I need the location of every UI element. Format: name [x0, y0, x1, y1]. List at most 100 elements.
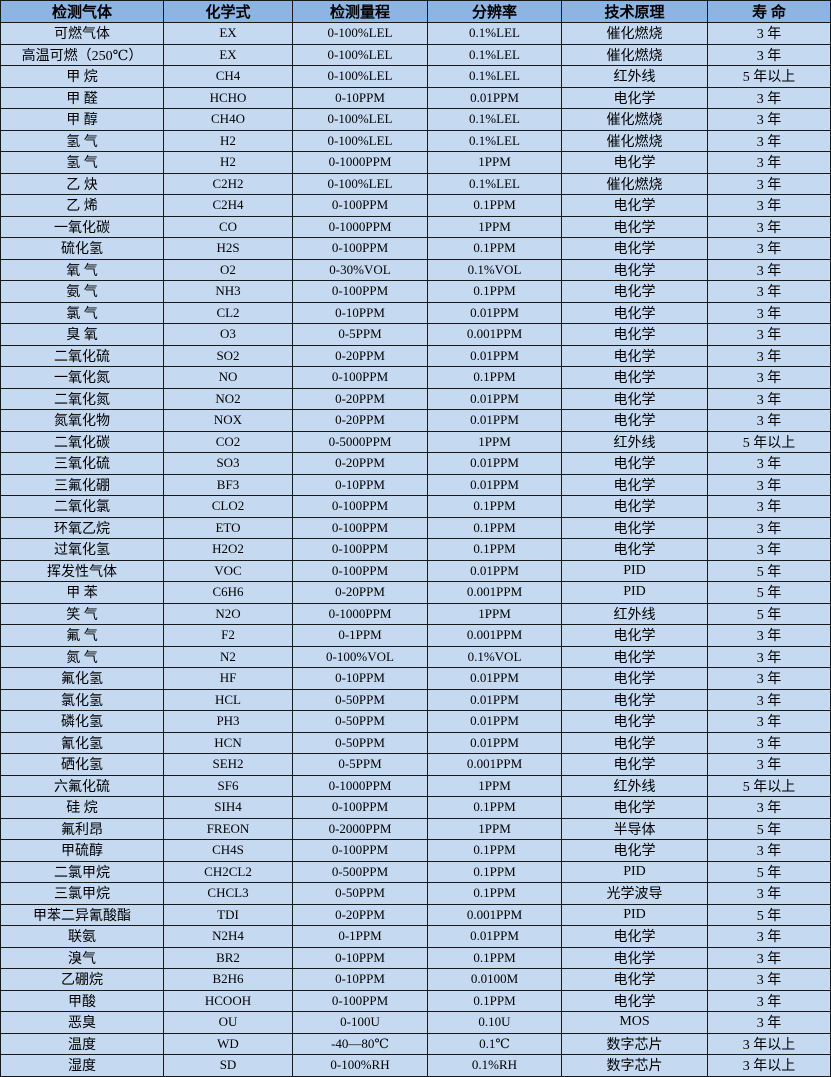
- cell-range: 0-100PPM: [292, 495, 428, 518]
- cell-range: 0-100PPM: [292, 538, 428, 561]
- cell-lifetime: 3 年: [707, 667, 831, 690]
- cell-resolution: 0.1PPM: [427, 796, 562, 819]
- cell-principle: 电化学: [561, 710, 708, 733]
- cell-lifetime: 3 年: [707, 366, 831, 389]
- cell-principle: 电化学: [561, 473, 708, 496]
- cell-range: 0-500PPM: [292, 860, 428, 883]
- cell-lifetime: 3 年: [707, 108, 831, 131]
- cell-gas: 二氧化碳: [0, 430, 164, 453]
- cell-formula: CH2CL2: [163, 860, 293, 883]
- cell-formula: O3: [163, 323, 293, 346]
- cell-formula: C6H6: [163, 581, 293, 604]
- cell-formula: CLO2: [163, 495, 293, 518]
- table-row: 环氧乙烷 ETO 0-100PPM 0.1PPM 电化学 3 年: [0, 516, 831, 539]
- cell-range: 0-100PPM: [292, 194, 428, 217]
- cell-principle: 电化学: [561, 538, 708, 561]
- cell-lifetime: 3 年: [707, 22, 831, 45]
- cell-gas: 氨 气: [0, 280, 164, 303]
- cell-range: 0-100%LEL: [292, 108, 428, 131]
- cell-principle: 电化学: [561, 194, 708, 217]
- cell-gas: 甲酸: [0, 989, 164, 1012]
- cell-formula: N2O: [163, 602, 293, 625]
- cell-gas: 二氧化氯: [0, 495, 164, 518]
- cell-lifetime: 3 年: [707, 129, 831, 152]
- cell-principle: 电化学: [561, 86, 708, 109]
- cell-principle: 电化学: [561, 989, 708, 1012]
- cell-gas: 乙 烯: [0, 194, 164, 217]
- cell-resolution: 0.1PPM: [427, 839, 562, 862]
- cell-principle: 催化燃烧: [561, 172, 708, 195]
- cell-formula: B2H6: [163, 968, 293, 991]
- cell-range: 0-10PPM: [292, 473, 428, 496]
- cell-range: 0-100PPM: [292, 516, 428, 539]
- cell-lifetime: 3 年: [707, 495, 831, 518]
- table-row: 三氧化硫 SO3 0-20PPM 0.01PPM 电化学 3 年: [0, 452, 831, 475]
- cell-gas: 氯 气: [0, 301, 164, 324]
- cell-formula: SD: [163, 1054, 293, 1077]
- cell-range: 0-100%LEL: [292, 43, 428, 66]
- table-row: 磷化氢 PH3 0-50PPM 0.01PPM 电化学 3 年: [0, 710, 831, 733]
- cell-lifetime: 3 年以上: [707, 1032, 831, 1055]
- cell-lifetime: 3 年: [707, 645, 831, 668]
- cell-formula: HF: [163, 667, 293, 690]
- cell-resolution: 0.01PPM: [427, 301, 562, 324]
- cell-formula: CH4: [163, 65, 293, 88]
- table-row: 过氧化氢 H2O2 0-100PPM 0.1PPM 电化学 3 年: [0, 538, 831, 561]
- cell-resolution: 0.01PPM: [427, 667, 562, 690]
- cell-formula: FREON: [163, 817, 293, 840]
- table-row: 氯 气 CL2 0-10PPM 0.01PPM 电化学 3 年: [0, 301, 831, 324]
- cell-gas: 二氧化氮: [0, 387, 164, 410]
- cell-principle: 光学波导: [561, 882, 708, 905]
- cell-formula: SO3: [163, 452, 293, 475]
- cell-principle: 电化学: [561, 452, 708, 475]
- cell-formula: SO2: [163, 344, 293, 367]
- cell-lifetime: 3 年: [707, 538, 831, 561]
- cell-formula: CH4S: [163, 839, 293, 862]
- cell-resolution: 1PPM: [427, 151, 562, 174]
- cell-range: 0-1PPM: [292, 624, 428, 647]
- cell-lifetime: 3 年: [707, 151, 831, 174]
- cell-gas: 氧 气: [0, 258, 164, 281]
- cell-principle: 电化学: [561, 731, 708, 754]
- cell-range: 0-50PPM: [292, 710, 428, 733]
- cell-range: 0-100PPM: [292, 366, 428, 389]
- cell-gas: 甲 醛: [0, 86, 164, 109]
- cell-gas: 臭 氧: [0, 323, 164, 346]
- table-row: 乙 炔 C2H2 0-100%LEL 0.1%LEL 催化燃烧 3 年: [0, 172, 831, 195]
- cell-principle: 电化学: [561, 968, 708, 991]
- table-row: 二氧化氮 NO2 0-20PPM 0.01PPM 电化学 3 年: [0, 387, 831, 410]
- cell-gas: 六氟化硫: [0, 774, 164, 797]
- cell-gas: 氮 气: [0, 645, 164, 668]
- cell-range: 0-100PPM: [292, 796, 428, 819]
- cell-lifetime: 3 年: [707, 387, 831, 410]
- cell-principle: 电化学: [561, 688, 708, 711]
- cell-resolution: 0.001PPM: [427, 323, 562, 346]
- cell-resolution: 0.01PPM: [427, 473, 562, 496]
- cell-formula: H2O2: [163, 538, 293, 561]
- table-row: 溴气 BR2 0-10PPM 0.1PPM 电化学 3 年: [0, 946, 831, 969]
- cell-formula: NO2: [163, 387, 293, 410]
- cell-resolution: 0.01PPM: [427, 344, 562, 367]
- table-row: 恶臭 OU 0-100U 0.10U MOS 3 年: [0, 1011, 831, 1034]
- cell-lifetime: 3 年: [707, 43, 831, 66]
- cell-principle: 电化学: [561, 387, 708, 410]
- table-row: 挥发性气体 VOC 0-100PPM 0.01PPM PID 5 年: [0, 559, 831, 582]
- cell-lifetime: 3 年: [707, 1011, 831, 1034]
- cell-range: 0-1000PPM: [292, 151, 428, 174]
- cell-formula: NOX: [163, 409, 293, 432]
- cell-resolution: 1PPM: [427, 430, 562, 453]
- cell-formula: EX: [163, 43, 293, 66]
- cell-principle: 电化学: [561, 796, 708, 819]
- cell-principle: 电化学: [561, 925, 708, 948]
- cell-range: 0-20PPM: [292, 387, 428, 410]
- cell-range: 0-100PPM: [292, 237, 428, 260]
- cell-range: 0-100U: [292, 1011, 428, 1034]
- table-row: 硫化氢 H2S 0-100PPM 0.1PPM 电化学 3 年: [0, 237, 831, 260]
- table-row: 甲硫醇 CH4S 0-100PPM 0.1PPM 电化学 3 年: [0, 839, 831, 862]
- cell-range: 0-50PPM: [292, 731, 428, 754]
- table-row: 二氧化硫 SO2 0-20PPM 0.01PPM 电化学 3 年: [0, 344, 831, 367]
- table-row: 氰化氢 HCN 0-50PPM 0.01PPM 电化学 3 年: [0, 731, 831, 754]
- cell-range: 0-10PPM: [292, 968, 428, 991]
- cell-principle: 电化学: [561, 946, 708, 969]
- cell-principle: 电化学: [561, 516, 708, 539]
